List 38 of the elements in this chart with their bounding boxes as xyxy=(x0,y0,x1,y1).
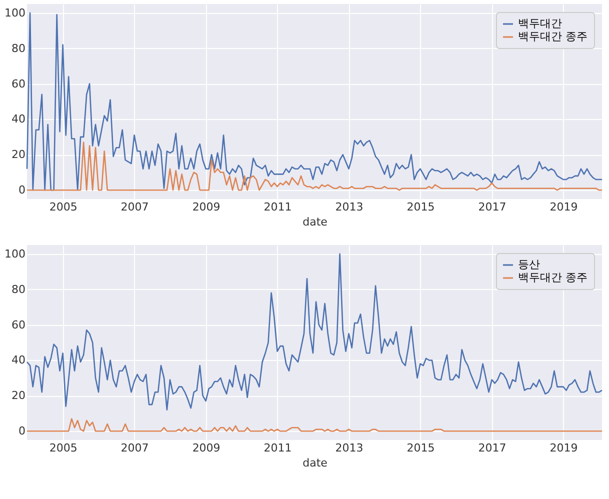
legend-label: 백두대간 종주 xyxy=(518,30,588,43)
line-series xyxy=(26,418,603,432)
x-tick-label: 2009 xyxy=(192,200,220,214)
legend-label: 등산 xyxy=(518,258,540,271)
x-tick-label: 2007 xyxy=(120,442,149,454)
legend-label: 백두대간 xyxy=(518,17,562,30)
x-tick-label: 2005 xyxy=(49,200,78,214)
x-tick-label: 2009 xyxy=(192,442,220,454)
x-tick-label: 2007 xyxy=(120,200,149,214)
y-tick-label: 100 xyxy=(4,247,26,260)
y-tick-label: 0 xyxy=(18,424,26,438)
line-series xyxy=(26,253,603,411)
y-tick-label: 40 xyxy=(12,112,26,126)
x-tick-label: 2013 xyxy=(335,442,364,454)
y-tick-label: 20 xyxy=(12,148,26,162)
x-axis-title: date xyxy=(302,216,328,228)
x-tick-label: 2019 xyxy=(550,200,578,214)
y-tick-label: 20 xyxy=(12,389,26,402)
y-tick-label: 0 xyxy=(18,184,26,197)
y-tick-label: 100 xyxy=(4,6,26,20)
x-tick-label: 2015 xyxy=(406,200,435,214)
x-tick-label: 2013 xyxy=(335,200,364,214)
x-tick-label: 2005 xyxy=(49,442,78,454)
x-tick-label: 2011 xyxy=(264,200,292,214)
x-tick-label: 2011 xyxy=(264,442,292,454)
x-axis-title: date xyxy=(302,456,328,470)
y-tick-label: 60 xyxy=(12,77,26,90)
y-tick-label: 80 xyxy=(12,282,26,296)
y-tick-label: 80 xyxy=(12,42,26,55)
y-tick-label: 40 xyxy=(12,354,26,367)
y-tick-label: 60 xyxy=(12,318,26,332)
x-tick-label: 2017 xyxy=(478,200,506,214)
x-tick-label: 2019 xyxy=(550,442,578,454)
x-tick-label: 2017 xyxy=(478,442,506,454)
line-series xyxy=(26,142,603,191)
legend-label: 백두대간 종주 xyxy=(518,271,588,284)
x-tick-label: 2015 xyxy=(406,442,435,454)
line-series xyxy=(26,12,603,191)
